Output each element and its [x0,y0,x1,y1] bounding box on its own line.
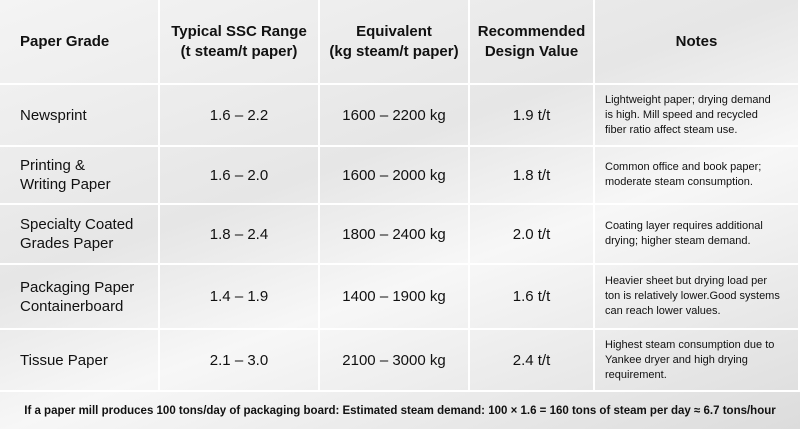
footer-note: If a paper mill produces 100 tons/day of… [24,404,776,417]
cell-text: 1.9 t/t [512,106,551,124]
cell-text: 1400 – 1900 kg [342,288,446,305]
cell-text: Typical SSC Range [171,22,307,40]
table-cell: Tissue Paper [0,330,160,392]
cell-text: Printing & [20,157,86,174]
cell-text: 1.6 – 2.2 [209,106,269,124]
cell-text: Newsprint [20,106,87,124]
table-cell: 1400 – 1900 kg [320,265,470,330]
cell-text: 2.0 t/t [512,225,551,243]
table-cell: Specialty Coated Grades Paper [0,205,160,265]
table-cell: 1.8 t/t [470,147,595,205]
cell-text: 1600 – 2200 kg [342,106,446,124]
table-cell: 1.6 – 2.0 [160,147,320,205]
table-cell: Typical SSC Range (t steam/t paper) [160,0,320,85]
cell-text: moderate steam consumption. [605,176,753,188]
table-cell: 1.8 – 2.4 [160,205,320,265]
table-cell: Heavier sheet but drying load per ton is … [595,265,800,330]
cell-text: 1.4 – 1.9 [209,288,269,305]
table-cell: 1.4 – 1.9 [160,265,320,330]
table-cell: 1800 – 2400 kg [320,205,470,265]
table-cell: Highest steam consumption due to Yankee d… [595,330,800,392]
cell-text: drying; higher steam demand. [605,235,751,247]
table-cell: Newsprint [0,85,160,147]
cell-text: ton is relatively lower.Good systems [605,290,780,302]
cell-text: is high. Mill speed and recycled [605,108,758,121]
cell-text: Packaging Paper [20,278,135,296]
cell-text: Specialty Coated [20,216,134,233]
cell-text: (kg steam/t paper) [329,42,459,60]
table-cell: Equivalent (kg steam/t paper) [320,0,470,85]
table-cell: 2.4 t/t [470,330,595,392]
table-cell: Coating layer requires additional drying;… [595,205,800,265]
table-cell: Notes [595,0,800,85]
table-cell: 1.9 t/t [470,85,595,147]
cell-text: 1600 – 2000 kg [342,166,446,184]
cell-text: fiber ratio affect steam use. [605,123,738,136]
cell-text: Containerboard [20,297,124,315]
cell-text: can reach lower values. [605,305,721,317]
table-cell: Common office and book paper; moderate st… [595,147,800,205]
cell-text: Coating layer requires additional [605,220,763,232]
cell-text: requirement. [605,368,667,381]
table-cell: Recommended Design Value [470,0,595,85]
cell-text: Yankee dryer and high drying [605,353,748,366]
cell-text: (t steam/t paper) [180,42,298,60]
cell-text: Design Value [484,42,579,60]
table-cell: Printing & Writing Paper [0,147,160,205]
cell-text: 1.6 – 2.0 [209,166,269,184]
table-cell: 1600 – 2200 kg [320,85,470,147]
cell-text: 2.4 t/t [512,351,551,369]
cell-text: Notes [675,32,718,50]
cell-text: Recommended [477,22,586,40]
cell-text: 1800 – 2400 kg [342,225,446,243]
table-cell: Packaging Paper Containerboard [0,265,160,330]
cell-text: 1.8 – 2.4 [209,225,269,243]
table-cell: 2.1 – 3.0 [160,330,320,392]
cell-text: Lightweight paper; drying demand [605,93,771,106]
cell-text: 2.1 – 3.0 [209,351,269,369]
table-cell: 2.0 t/t [470,205,595,265]
cell-text: Paper Grade [20,32,110,50]
cell-text: Common office and book paper; [605,161,762,173]
table-cell: Paper Grade [0,0,160,85]
cell-text: Equivalent [356,22,432,40]
cell-text: Writing Paper [20,176,111,193]
cell-text: 1.6 t/t [512,288,551,305]
cell-text: Grades Paper [20,235,114,252]
cell-text: 2100 – 3000 kg [342,351,446,369]
cell-text: Tissue Paper [20,351,108,369]
table-cell: 2100 – 3000 kg [320,330,470,392]
table-cell: 1.6 – 2.2 [160,85,320,147]
cell-text: Highest steam consumption due to [605,338,775,351]
table-cell: 1600 – 2000 kg [320,147,470,205]
table-cell: 1.6 t/t [470,265,595,330]
cell-text: 1.8 t/t [512,166,551,184]
cell-text: Heavier sheet but drying load per [605,275,768,287]
table-cell: Lightweight paper; drying demand is high.… [595,85,800,147]
